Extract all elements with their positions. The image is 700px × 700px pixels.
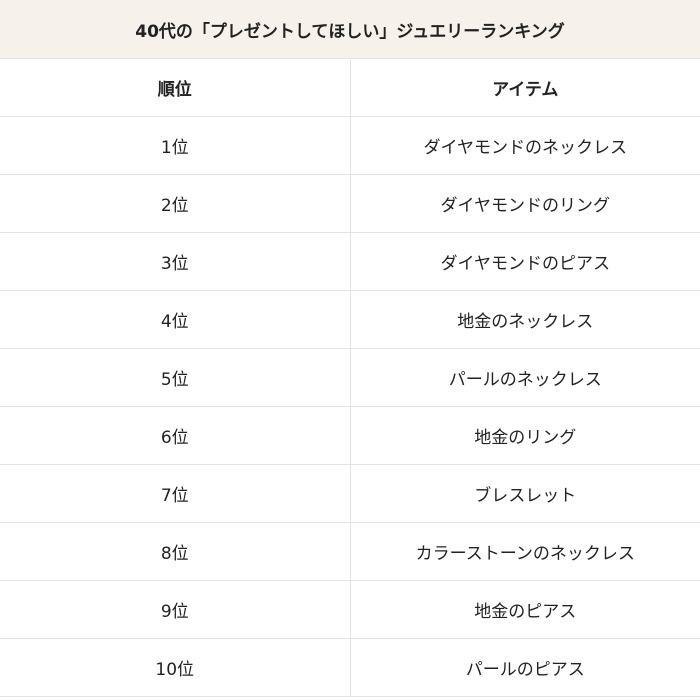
item-cell: 地金のピアス (350, 580, 700, 639)
rank-cell: 8位 (0, 522, 351, 581)
table-title: 40代の「プレゼントしてほしい」ジュエリーランキング (0, 0, 700, 59)
rank-cell: 6位 (0, 406, 351, 465)
header-item: アイテム (350, 58, 700, 117)
rank-cell: 3位 (0, 232, 351, 291)
table-row: 8位 カラーストーンのネックレス (0, 522, 700, 581)
rank-cell: 2位 (0, 174, 351, 233)
header-rank: 順位 (0, 58, 351, 117)
item-cell: ダイヤモンドのリング (350, 174, 700, 233)
table-row: 2位 ダイヤモンドのリング (0, 174, 700, 233)
table-row: 1位 ダイヤモンドのネックレス (0, 116, 700, 175)
item-cell: カラーストーンのネックレス (350, 522, 700, 581)
table-row: 6位 地金のリング (0, 406, 700, 465)
item-cell: 地金のリング (350, 406, 700, 465)
item-cell: 地金のネックレス (350, 290, 700, 349)
item-cell: パールのピアス (350, 638, 700, 697)
rank-cell: 5位 (0, 348, 351, 407)
item-cell: ブレスレット (350, 464, 700, 523)
table-row: 9位 地金のピアス (0, 580, 700, 639)
rank-cell: 10位 (0, 638, 351, 697)
item-cell: ダイヤモンドのピアス (350, 232, 700, 291)
item-cell: パールのネックレス (350, 348, 700, 407)
item-cell: ダイヤモンドのネックレス (350, 116, 700, 175)
rank-cell: 1位 (0, 116, 351, 175)
table-row: 5位 パールのネックレス (0, 348, 700, 407)
rank-cell: 4位 (0, 290, 351, 349)
table-row: 10位 パールのピアス (0, 638, 700, 697)
table-row: 7位 ブレスレット (0, 464, 700, 523)
table-row: 3位 ダイヤモンドのピアス (0, 232, 700, 291)
rank-cell: 7位 (0, 464, 351, 523)
rank-cell: 9位 (0, 580, 351, 639)
table-row: 4位 地金のネックレス (0, 290, 700, 349)
